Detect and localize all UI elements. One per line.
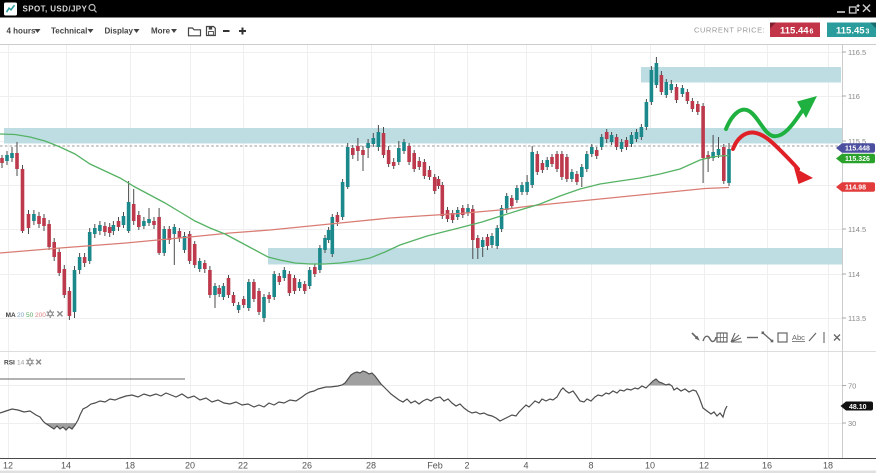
svg-text:28: 28	[366, 461, 376, 471]
svg-text:12: 12	[699, 461, 709, 471]
svg-text:50: 50	[26, 312, 34, 319]
svg-text:114.98: 114.98	[845, 185, 866, 192]
svg-text:MA: MA	[6, 312, 16, 319]
svg-text:Display: Display	[105, 27, 134, 36]
svg-text:SPOT, USD/JPY: SPOT, USD/JPY	[23, 5, 88, 14]
svg-text:18: 18	[125, 461, 135, 471]
svg-text:114.5: 114.5	[848, 225, 866, 234]
svg-text:30: 30	[848, 419, 856, 428]
svg-text:115.326: 115.326	[845, 156, 870, 163]
svg-text:3: 3	[866, 29, 870, 36]
svg-text:18: 18	[823, 461, 833, 471]
svg-text:10: 10	[645, 461, 655, 471]
svg-text:More: More	[151, 27, 171, 36]
svg-text:115.45: 115.45	[836, 26, 865, 37]
svg-text:16: 16	[762, 461, 772, 471]
svg-text:14: 14	[17, 360, 25, 367]
svg-text:8: 8	[588, 461, 593, 471]
svg-text:200: 200	[35, 312, 46, 319]
svg-text:12: 12	[3, 461, 13, 471]
svg-text:14: 14	[61, 461, 71, 471]
svg-text:115.448: 115.448	[845, 146, 870, 153]
svg-text:115.44: 115.44	[780, 26, 809, 37]
svg-text:113.5: 113.5	[848, 314, 866, 323]
svg-text:2: 2	[464, 461, 469, 471]
svg-text:Feb: Feb	[427, 461, 443, 471]
svg-text:116: 116	[848, 92, 860, 101]
svg-text:CURRENT PRICE:: CURRENT PRICE:	[694, 26, 765, 35]
svg-text:48.10: 48.10	[849, 404, 867, 411]
svg-text:22: 22	[238, 461, 248, 471]
svg-text:70: 70	[848, 382, 856, 391]
svg-text:RSI: RSI	[4, 360, 15, 367]
svg-text:20: 20	[185, 461, 195, 471]
svg-text:6: 6	[810, 29, 814, 36]
svg-text:20: 20	[17, 312, 25, 319]
svg-text:Abc: Abc	[792, 333, 805, 342]
svg-text:116.5: 116.5	[848, 48, 866, 57]
svg-text:4 hours: 4 hours	[7, 27, 36, 36]
svg-text:26: 26	[302, 461, 312, 471]
svg-text:Technical: Technical	[51, 27, 87, 36]
svg-text:4: 4	[523, 461, 528, 471]
svg-text:115.5: 115.5	[848, 137, 866, 146]
svg-text:114: 114	[848, 270, 860, 279]
